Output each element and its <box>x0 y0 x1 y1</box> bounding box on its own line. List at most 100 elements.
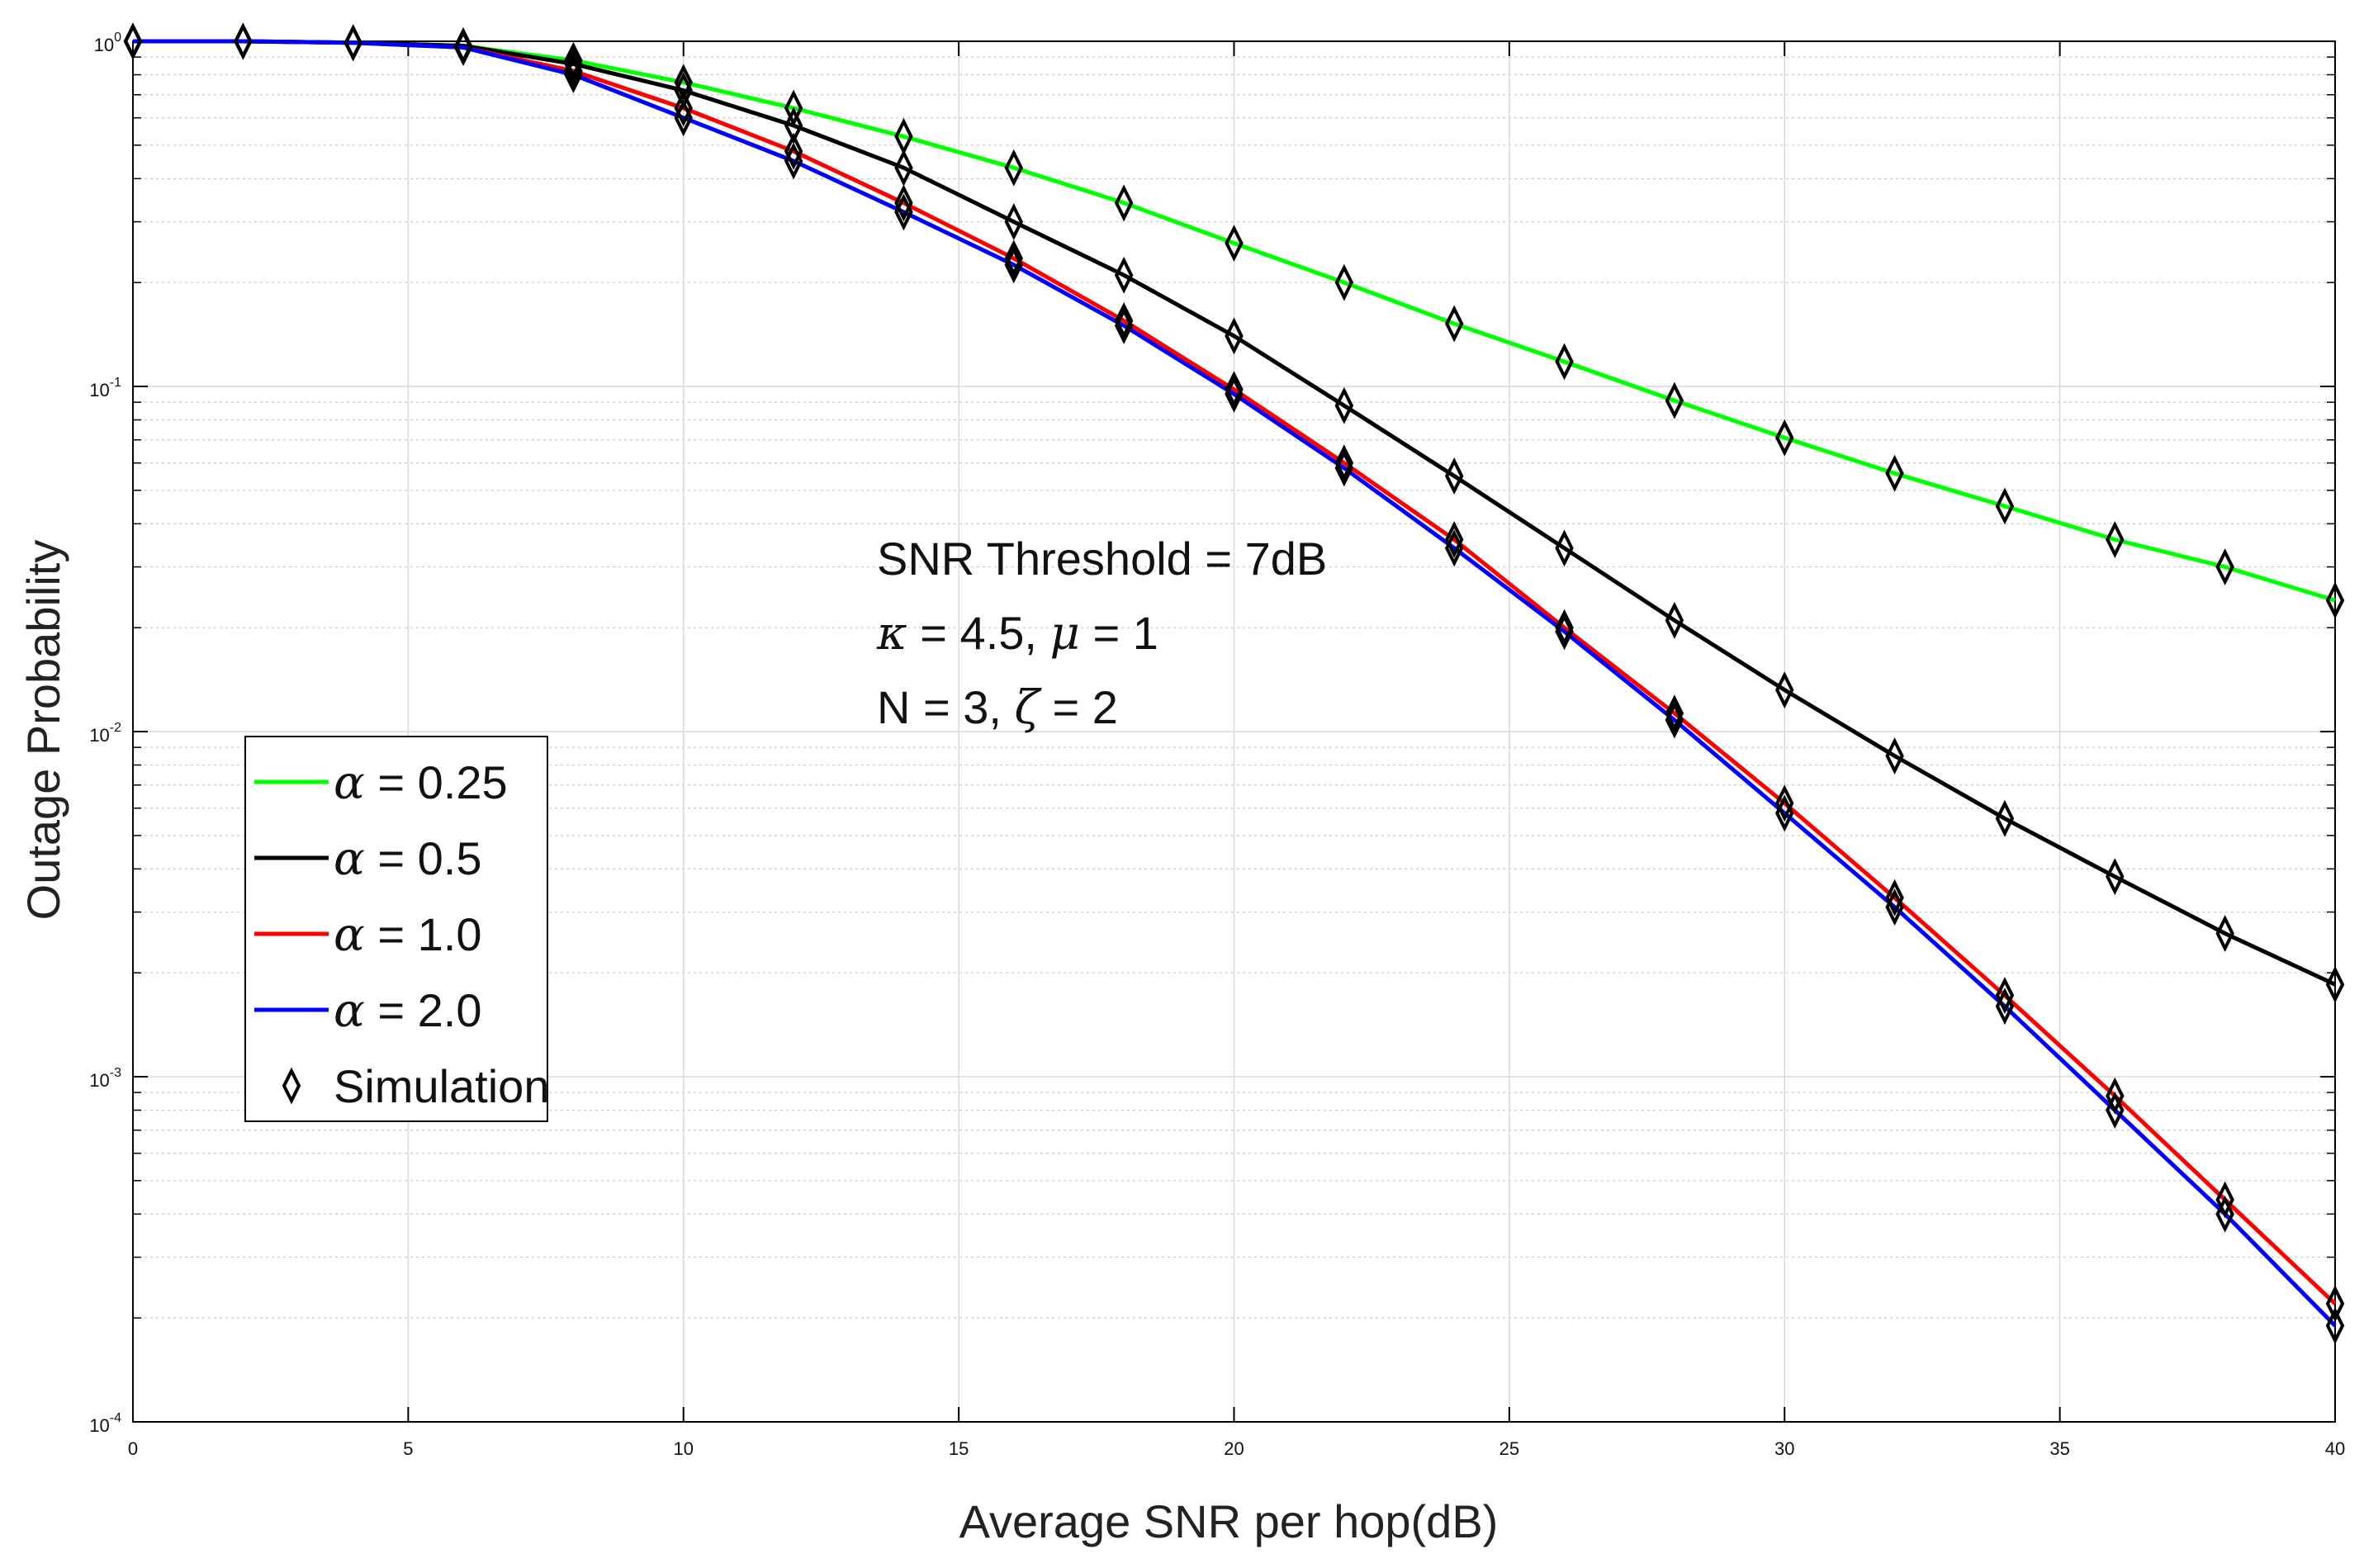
legend-value-alpha-05: = 0.5 <box>365 832 482 884</box>
y-tick-base: 10 <box>89 1415 109 1436</box>
legend-label-alpha-05: α = 0.5 <box>334 832 482 886</box>
kappa-value: = 4.5, <box>907 607 1050 659</box>
kappa-symbol: κ <box>876 607 907 661</box>
y-tick-label: 10-3 <box>89 1066 121 1091</box>
x-tick-label: 35 <box>2049 1438 2069 1459</box>
x-tick-labels: 0 5 10 15 20 25 30 35 40 <box>128 1438 2345 1459</box>
simulation-marker-3 <box>1114 306 1134 344</box>
simulation-marker-3 <box>894 193 913 231</box>
simulation-marker-3 <box>1775 794 1794 832</box>
legend-label-alpha-20: α = 2.0 <box>334 984 482 1038</box>
simulation-marker-1 <box>1995 799 2015 837</box>
simulation-marker-0 <box>1004 149 1024 187</box>
simulation-marker-2 <box>1334 444 1354 482</box>
simulation-marker-0 <box>1114 184 1134 222</box>
simulation-marker-1 <box>894 149 913 187</box>
simulation-marker-1 <box>564 45 583 83</box>
y-tick-exponent: -4 <box>110 1411 121 1425</box>
simulation-marker-3 <box>674 99 693 137</box>
simulation-marker-3 <box>1004 246 1024 284</box>
annotation-threshold: SNR Threshold = 7dB <box>877 533 1327 585</box>
simulation-marker-2 <box>1885 879 1904 917</box>
simulation-marker-0 <box>2215 548 2234 586</box>
simulation-marker-0 <box>674 64 693 102</box>
simulation-marker-0 <box>1885 454 1904 492</box>
x-tick-label: 20 <box>1224 1438 1244 1459</box>
simulation-marker-2 <box>1775 784 1794 822</box>
simulation-marker-0 <box>784 89 803 127</box>
simulation-marker-1 <box>1885 737 1904 775</box>
y-axis-label: Outage Probability <box>17 540 69 921</box>
simulation-marker-2 <box>1444 520 1464 558</box>
simulation-marker-2 <box>894 184 913 222</box>
simulation-marker-1 <box>1225 317 1244 355</box>
simulation-marker-1 <box>1004 203 1024 241</box>
x-tick-label: 10 <box>674 1438 694 1459</box>
simulation-marker-3 <box>784 142 803 180</box>
series-line-1 <box>133 39 2337 987</box>
simulation-marker-0 <box>1444 305 1464 343</box>
simulation-marker-1 <box>1334 386 1354 424</box>
simulation-marker-2 <box>2106 1077 2125 1115</box>
simulation-marker-2 <box>1555 609 1574 647</box>
simulation-marker-1 <box>2215 915 2234 953</box>
simulation-marker-3 <box>2325 1307 2345 1344</box>
legend: α = 0.25 α = 0.5 α = 1.0 α = 2.0 Simulat… <box>244 736 549 1122</box>
simulation-marker-3 <box>1334 449 1354 487</box>
simulation-marker-0 <box>1995 487 2015 525</box>
legend-value-alpha-025: = 0.25 <box>365 756 508 808</box>
simulation-marker-1 <box>1775 671 1794 709</box>
simulation-marker-3 <box>1885 888 1904 926</box>
annotation-kappa-mu: κ = 4.5, μ = 1 <box>876 607 1158 661</box>
y-tick-label: 10-4 <box>89 1411 121 1436</box>
major-grid <box>132 40 2336 1423</box>
simulation-marker-1 <box>1555 529 1574 567</box>
simulation-marker-0 <box>1334 263 1354 301</box>
simulation-marker-3 <box>1665 701 1684 739</box>
n-value: N = 3, <box>877 681 1015 733</box>
series-lines <box>133 39 2337 1328</box>
simulation-marker-0 <box>2106 520 2125 558</box>
simulation-marker-2 <box>1225 371 1244 409</box>
mu-value: = 1 <box>1080 607 1158 659</box>
simulation-marker-1 <box>784 107 803 144</box>
simulation-marker-0 <box>1555 343 1574 381</box>
y-tick-base: 10 <box>89 380 109 400</box>
simulation-marker-2 <box>674 89 693 127</box>
simulation-markers <box>123 22 2345 1344</box>
simulation-marker-3 <box>343 24 362 62</box>
y-tick-label: 100 <box>94 31 121 55</box>
y-tick-label: 10-2 <box>89 721 121 746</box>
simulation-marker-3 <box>1555 613 1574 651</box>
mu-symbol: μ <box>1050 607 1080 661</box>
legend-symbol-alpha-10: α <box>334 908 365 962</box>
simulation-marker-2 <box>1114 301 1134 339</box>
x-tick-label: 15 <box>949 1438 969 1459</box>
legend-symbol-alpha-05: α <box>334 832 365 886</box>
simulation-marker-0 <box>2325 581 2345 619</box>
legend-value-alpha-20: = 2.0 <box>365 984 482 1036</box>
legend-symbol-alpha-025: α <box>334 756 365 810</box>
simulation-marker-2 <box>1004 239 1024 277</box>
simulation-marker-3 <box>123 22 143 60</box>
simulation-marker-0 <box>1225 225 1244 263</box>
simulation-marker-3 <box>1995 988 2015 1026</box>
zeta-value: = 2 <box>1040 681 1118 733</box>
x-tick-label: 0 <box>128 1438 138 1459</box>
y-tick-exponent: -2 <box>110 721 121 735</box>
y-tick-exponent: -3 <box>110 1066 121 1080</box>
simulation-marker-3 <box>2106 1092 2125 1129</box>
legend-label-simulation: Simulation <box>334 1060 549 1112</box>
x-tick-label: 5 <box>403 1438 413 1459</box>
simulation-marker-2 <box>564 52 583 90</box>
simulation-marker-1 <box>2325 965 2345 1003</box>
zeta-symbol: ζ <box>1015 681 1043 735</box>
annotation-n-zeta: N = 3, ζ = 2 <box>877 681 1118 735</box>
simulation-marker-3 <box>1444 529 1464 567</box>
x-tick-label: 25 <box>1499 1438 1519 1459</box>
x-tick-label: 30 <box>1774 1438 1794 1459</box>
legend-value-alpha-10: = 1.0 <box>365 908 482 960</box>
axis-ticks <box>132 40 2336 1423</box>
x-tick-label: 40 <box>2325 1438 2345 1459</box>
